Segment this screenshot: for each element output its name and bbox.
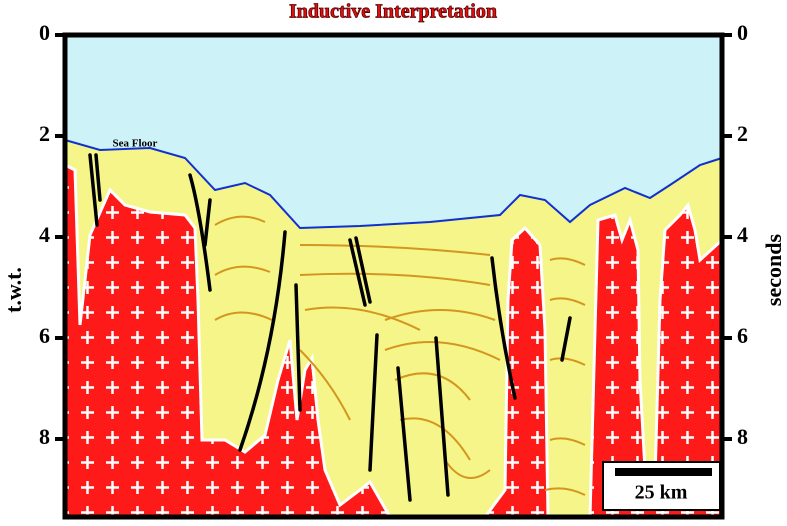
section: Sea Floor 25 km — [63, 35, 724, 519]
tick-label: 2 — [737, 121, 748, 146]
tick-label: 6 — [737, 323, 748, 348]
horizons — [214, 215, 586, 496]
title: Inductive Interpretation — [289, 1, 497, 23]
faults — [88, 153, 572, 502]
frame — [62, 32, 725, 520]
tick-label: 8 — [737, 424, 748, 449]
tick-label: 6 — [39, 323, 50, 348]
tick-label: 0 — [39, 20, 50, 45]
water — [65, 35, 722, 228]
scale-label: 25 km — [635, 482, 688, 504]
scale-bar — [615, 468, 712, 476]
tick-label: 4 — [737, 222, 748, 247]
sea-floor-line — [64, 139, 723, 230]
tick-label: 8 — [39, 424, 50, 449]
sea-floor-label: Sea Floor — [113, 138, 158, 150]
basement — [63, 162, 724, 519]
tick-label: 4 — [39, 222, 50, 247]
tick-label: 2 — [39, 121, 50, 146]
right-axis-label: seconds — [761, 234, 786, 307]
left-axis-label: t.w.t. — [1, 267, 26, 313]
tick-label: 0 — [737, 20, 748, 45]
